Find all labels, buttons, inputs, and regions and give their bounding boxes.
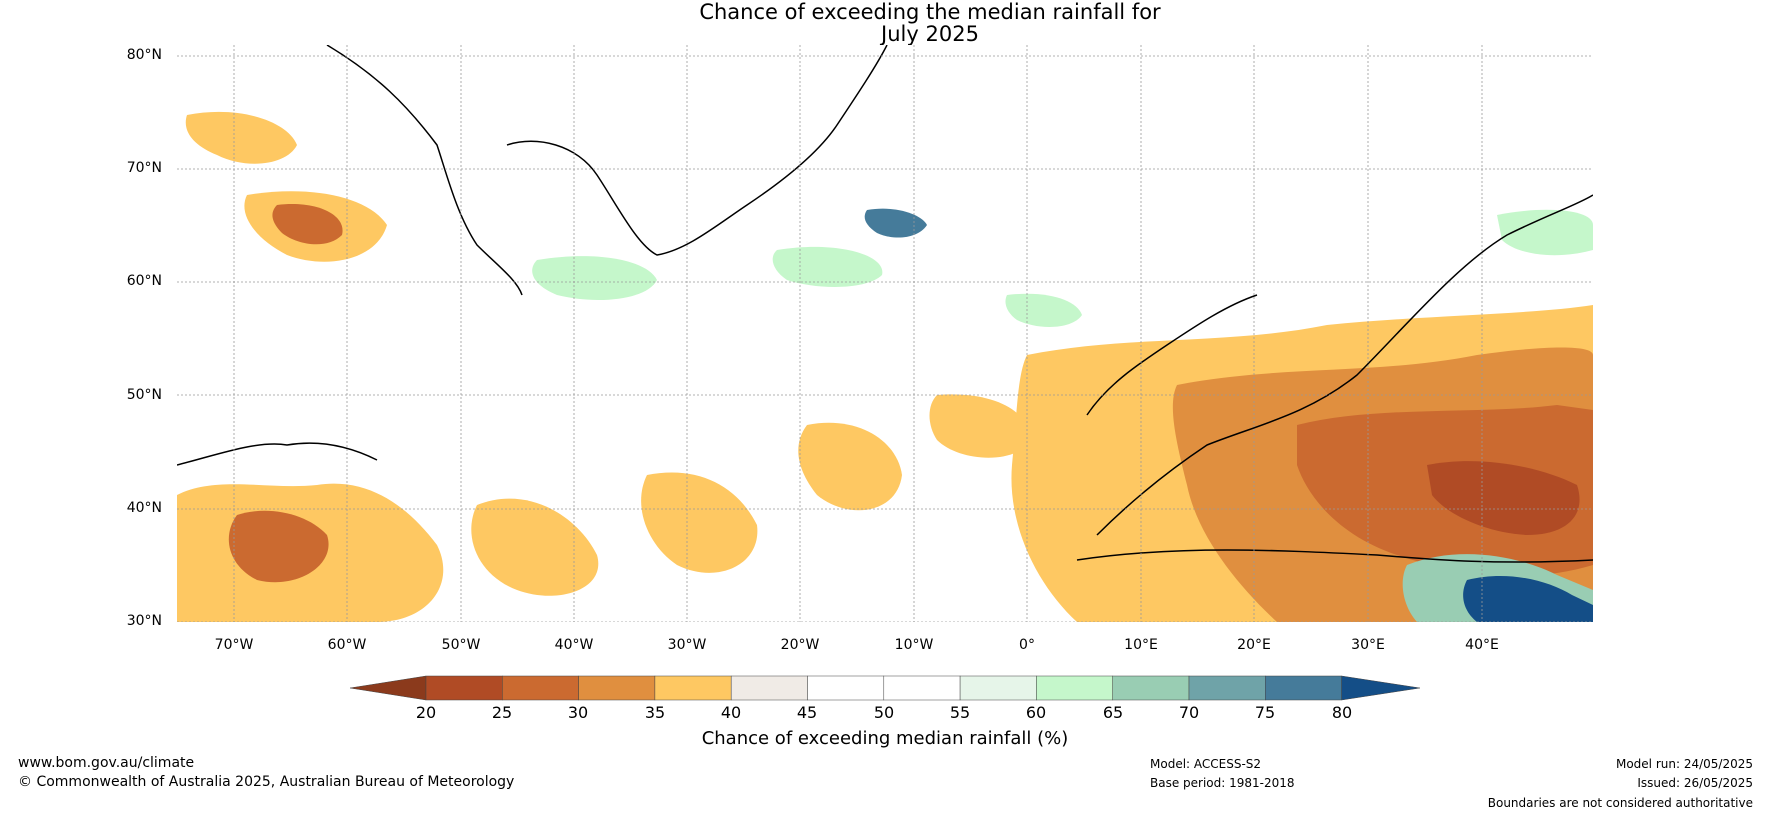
- colorbar-tick-65: 65: [1102, 703, 1124, 722]
- lat-label-70n: 70°N: [126, 160, 162, 176]
- map-title-line1: Chance of exceeding the median rainfall …: [699, 0, 1161, 24]
- lon-label-30e: 30°E: [1351, 637, 1385, 653]
- issued-text: Issued: 26/05/2025: [1637, 776, 1753, 790]
- colorbar-under-triangle: [350, 675, 427, 701]
- colorbar-label: Chance of exceeding median rainfall (%): [701, 728, 1069, 749]
- lon-label-10w: 10°W: [894, 637, 934, 653]
- map-title-line2: July 2025: [881, 22, 979, 46]
- lon-label-20w: 20°W: [780, 637, 820, 653]
- model-run-text: Model run: 24/05/2025: [1615, 757, 1753, 771]
- lat-label-40n: 40°N: [126, 500, 162, 516]
- base-period-text: Base period: 1981-2018: [1150, 776, 1295, 790]
- lon-label-30w: 30°W: [667, 637, 707, 653]
- lon-label-40e: 40°E: [1465, 637, 1499, 653]
- colorbar: [350, 675, 1420, 701]
- colorbar-tick-40: 40: [720, 703, 742, 722]
- rainfall-probability-map: [177, 45, 1593, 622]
- lat-label-30n: 30°N: [126, 613, 162, 629]
- colorbar-tick-50: 50: [873, 703, 895, 722]
- lon-label-0: 0°: [1019, 637, 1035, 653]
- colorbar-over-triangle: [1341, 675, 1420, 701]
- copyright-text: © Commonwealth of Australia 2025, Austra…: [18, 774, 515, 790]
- colorbar-tick-20: 20: [415, 703, 437, 722]
- model-text: Model: ACCESS-S2: [1150, 757, 1262, 771]
- disclaimer-text: Boundaries are not considered authoritat…: [1487, 796, 1753, 810]
- lon-label-70w: 70°W: [214, 637, 254, 653]
- lat-label-60n: 60°N: [126, 273, 162, 289]
- lon-label-20e: 20°E: [1237, 637, 1271, 653]
- lat-label-50n: 50°N: [126, 387, 162, 403]
- colorbar-tick-25: 25: [491, 703, 513, 722]
- colorbar-tick-35: 35: [644, 703, 666, 722]
- website-link[interactable]: www.bom.gov.au/climate: [18, 755, 195, 771]
- lon-label-40w: 40°W: [554, 637, 594, 653]
- lat-label-80n: 80°N: [126, 47, 162, 63]
- lon-label-60w: 60°W: [327, 637, 367, 653]
- graticule: [177, 45, 1593, 622]
- colorbar-bins: [425, 675, 1342, 701]
- lon-label-10e: 10°E: [1124, 637, 1158, 653]
- rainfall-anomaly-shading: [177, 45, 1593, 622]
- colorbar-tick-30: 30: [567, 703, 589, 722]
- colorbar-tick-70: 70: [1178, 703, 1200, 722]
- colorbar-tick-45: 45: [796, 703, 818, 722]
- lon-label-50w: 50°W: [441, 637, 481, 653]
- map-canvas: [177, 45, 1593, 622]
- colorbar-tick-75: 75: [1254, 703, 1276, 722]
- colorbar-tick-60: 60: [1025, 703, 1047, 722]
- colorbar-tick-55: 55: [949, 703, 971, 722]
- colorbar-tick-80: 80: [1331, 703, 1353, 722]
